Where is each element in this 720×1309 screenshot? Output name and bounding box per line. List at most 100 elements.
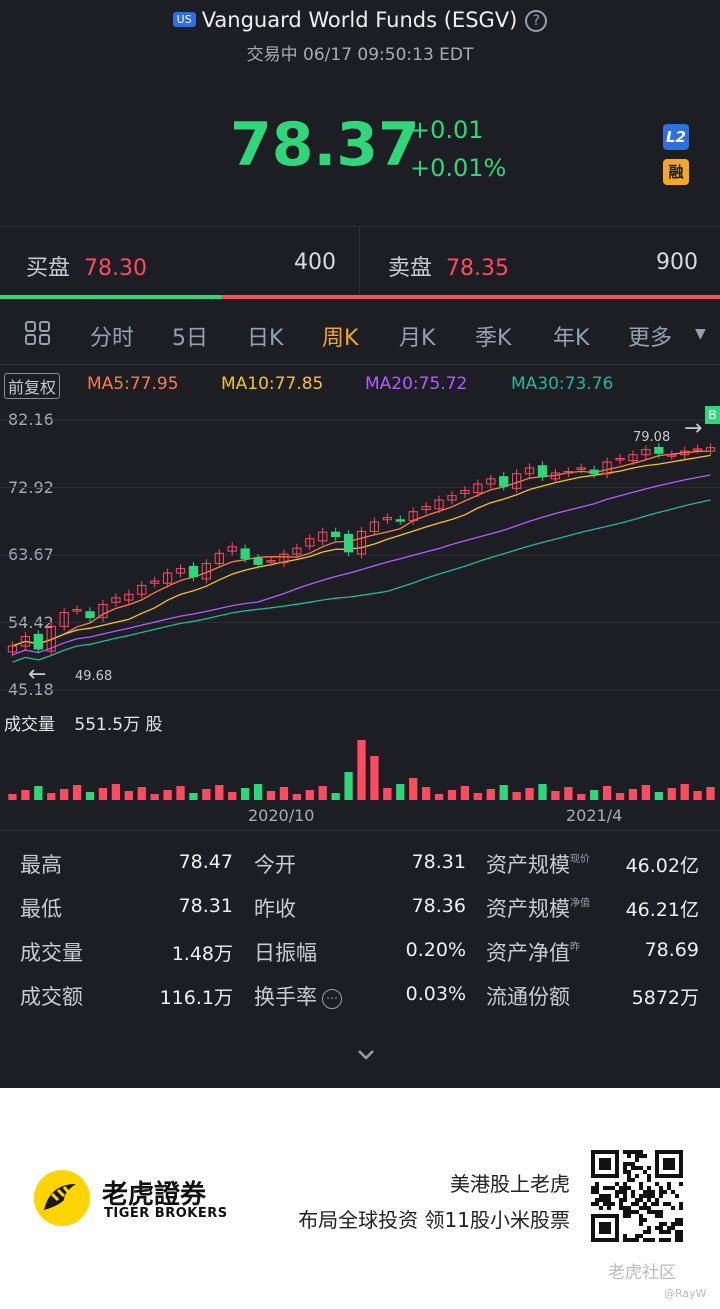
- buy-marker-icon: B: [705, 406, 720, 424]
- candle: [628, 454, 638, 462]
- more-info-icon[interactable]: ⋯: [322, 989, 342, 1009]
- stat-value: 1.48万: [171, 943, 233, 965]
- tab-weekly[interactable]: 周K: [322, 326, 359, 351]
- volume-bar: [434, 794, 444, 800]
- candle: [343, 533, 354, 553]
- x-tick: 2020/10: [248, 806, 315, 825]
- volume-bar: [318, 786, 327, 800]
- candle: [692, 448, 703, 451]
- volume-bar: [21, 790, 30, 800]
- adjust-toggle[interactable]: 前复权: [4, 373, 61, 399]
- volume-bar: [654, 792, 663, 800]
- volume-bar: [370, 756, 379, 800]
- tab-more[interactable]: 更多: [628, 326, 673, 351]
- stat-qualifier: 昨: [570, 942, 580, 953]
- volume-bar: [538, 784, 547, 800]
- qr-code[interactable]: [591, 1150, 683, 1242]
- stat-label: 成交额: [20, 981, 83, 1011]
- stat-value: 78.47: [178, 851, 233, 873]
- stat-value: 116.1万: [159, 987, 233, 1009]
- volume-bar: [499, 785, 508, 800]
- volume-bar: [590, 790, 599, 800]
- chevron-down-icon[interactable]: [357, 1046, 375, 1064]
- volume-bar: [228, 792, 237, 800]
- candle: [137, 584, 147, 595]
- stat-key: 换手率: [254, 985, 317, 1009]
- candle: [447, 495, 457, 501]
- candle: [615, 457, 625, 461]
- stat-label: 日振幅: [254, 937, 317, 967]
- candle: [7, 645, 18, 653]
- brand-name-en: TIGER BROKERS: [104, 1206, 228, 1221]
- price-change: +0.01: [410, 116, 484, 144]
- volume-bar: [447, 790, 457, 800]
- tab-daily[interactable]: 日K: [247, 326, 284, 351]
- tiger-logo: [34, 1170, 90, 1226]
- volume-bar: [602, 786, 612, 800]
- volume-bar: [331, 793, 340, 800]
- tab-5day[interactable]: 5日: [172, 326, 208, 351]
- stat-value: 78.69: [644, 939, 699, 961]
- market-badge: US: [172, 12, 196, 27]
- tab-quarterly[interactable]: 季K: [475, 326, 512, 351]
- volume-bar: [421, 787, 431, 800]
- caret-down-icon[interactable]: ▼: [695, 326, 706, 342]
- max-price-label: 79.08: [633, 430, 671, 445]
- volume-bar: [124, 791, 133, 800]
- stat-label: 流通份额: [486, 981, 570, 1011]
- volume-bar: [202, 789, 211, 800]
- watermark: 老虎社区: [608, 1263, 676, 1283]
- volume-bar: [98, 788, 108, 800]
- ma20-line: [12, 474, 711, 656]
- volume-bar: [486, 789, 495, 800]
- candle: [279, 553, 289, 564]
- candle: [85, 611, 95, 619]
- candle: [602, 461, 612, 475]
- x-tick: 2021/4: [566, 806, 623, 825]
- bid-label: 买盘: [26, 256, 71, 281]
- volume-bar: [189, 793, 198, 800]
- arrow-right-icon: →: [684, 416, 703, 441]
- candle: [576, 467, 586, 470]
- stat-label: 最高: [20, 849, 62, 879]
- candle: [408, 511, 418, 521]
- tab-monthly[interactable]: 月K: [399, 326, 436, 351]
- help-icon[interactable]: ?: [525, 10, 548, 32]
- candle: [98, 603, 108, 619]
- ma30-line: [12, 499, 711, 663]
- min-price-label: 49.68: [75, 669, 113, 684]
- candle: [499, 476, 509, 487]
- candle: [395, 519, 405, 522]
- promo-line-2: 布局全球投资 领11股小米股票: [298, 1208, 570, 1232]
- level2-badge[interactable]: L2: [663, 124, 689, 150]
- trading-status: 交易中 06/17 09:50:13 EDT: [246, 45, 474, 65]
- stat-key: 昨收: [254, 897, 296, 921]
- bid-ratio-bar: [0, 295, 222, 299]
- stat-qualifier: 现价: [570, 854, 590, 865]
- stat-label: 今开: [254, 849, 296, 879]
- stat-qualifier: 净值: [570, 898, 590, 909]
- page-title: Vanguard World Funds (ESGV): [201, 8, 518, 32]
- volume-bar: [460, 786, 470, 800]
- ask-qty: 900: [656, 250, 698, 275]
- kline-chart[interactable]: [0, 400, 720, 800]
- volume-legend: 成交量 551.5万 股: [4, 710, 162, 735]
- volume-bar: [253, 784, 263, 800]
- candle: [292, 547, 302, 555]
- volume-bar: [279, 787, 289, 800]
- grid-icon[interactable]: [24, 320, 52, 346]
- tab-yearly[interactable]: 年K: [553, 326, 590, 351]
- ma20-label: MA20:75.72: [365, 374, 468, 394]
- candle: [563, 471, 573, 474]
- candle: [124, 593, 134, 601]
- candle: [589, 469, 599, 475]
- divider: [359, 226, 360, 294]
- stat-key: 最低: [20, 897, 62, 921]
- candle: [20, 636, 31, 647]
- stat-label: 成交量: [20, 937, 83, 967]
- stat-key: 资产规模: [486, 897, 570, 921]
- tab-intraday[interactable]: 分时: [90, 326, 135, 351]
- stat-label: 资产净值昨: [486, 937, 580, 967]
- brand-name-cn: 老虎證券: [102, 1180, 207, 1210]
- margin-badge[interactable]: 融: [663, 159, 689, 185]
